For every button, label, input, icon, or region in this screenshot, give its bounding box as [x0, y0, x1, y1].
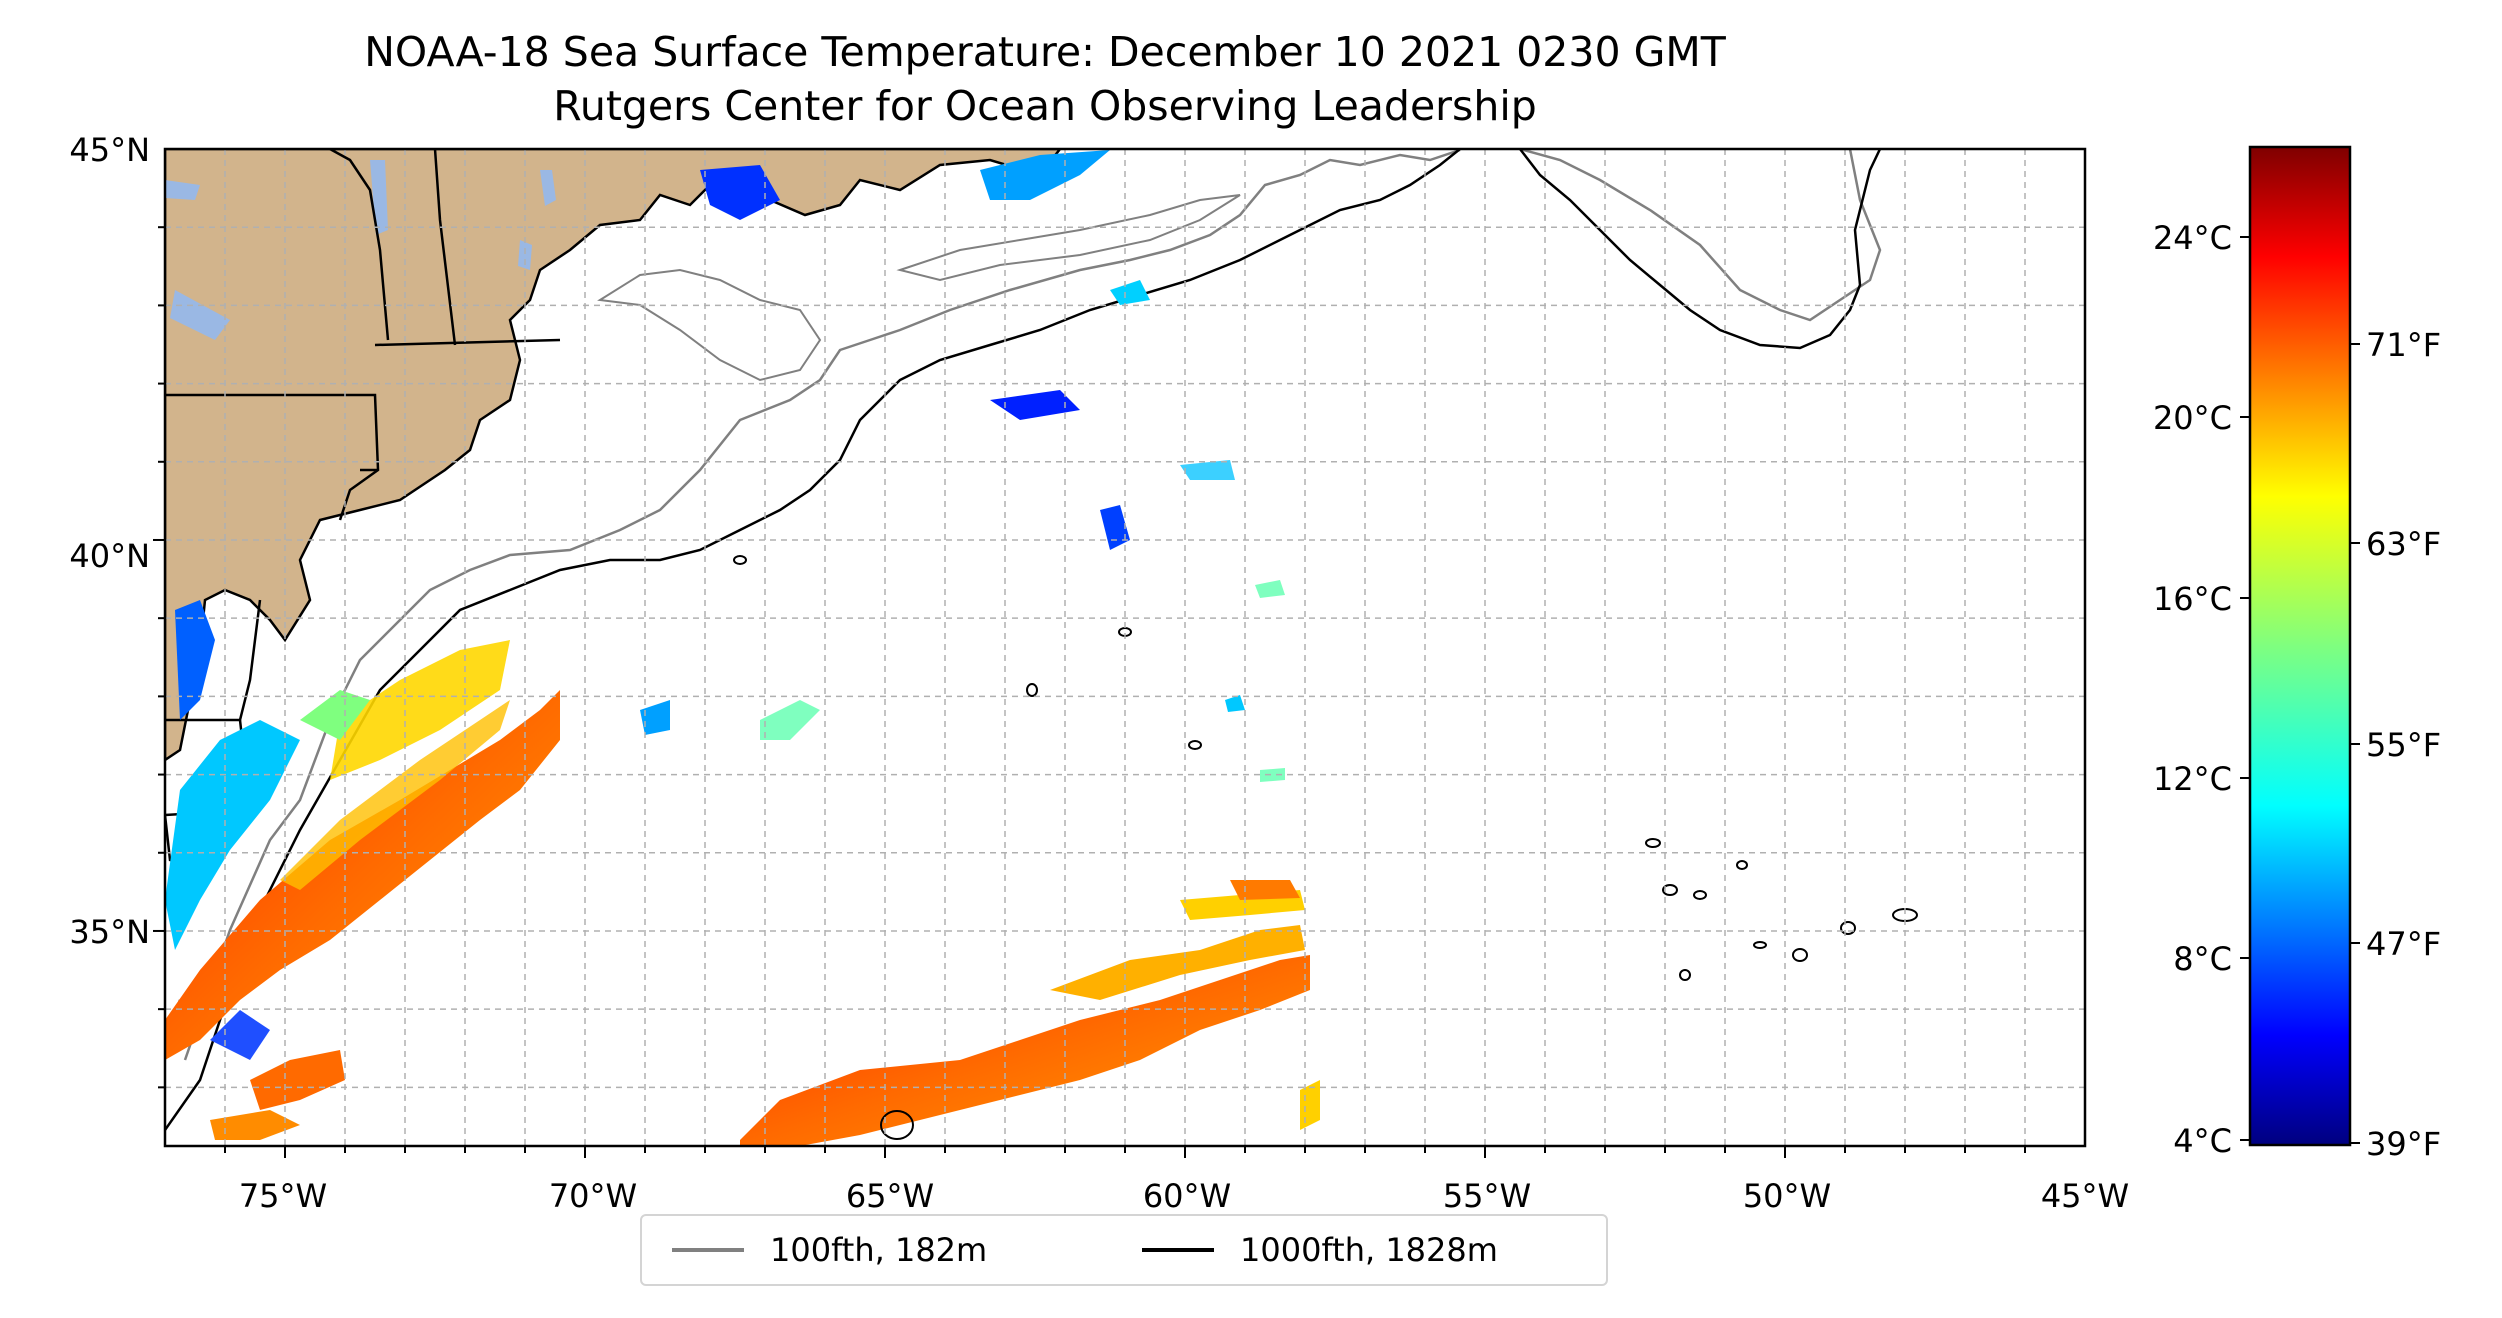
lat-label: 40°N — [69, 537, 150, 575]
celsius-label: 12°C — [2153, 760, 2232, 798]
fahrenheit-label: 39°F — [2366, 1125, 2441, 1163]
celsius-label: 24°C — [2153, 219, 2232, 257]
legend-label: 1000fth, 1828m — [1240, 1231, 1498, 1269]
lon-label: 45°W — [2041, 1177, 2129, 1215]
chart-subtitle: Rutgers Center for Ocean Observing Leade… — [553, 82, 1537, 130]
fahrenheit-label: 55°F — [2366, 726, 2441, 764]
colorbar-ticks — [2240, 236, 2360, 1144]
longitude-labels: 75°W 70°W 65°W 60°W 55°W 50°W 45°W — [239, 1177, 2129, 1215]
lon-label: 75°W — [239, 1177, 327, 1215]
legend-item-1000fth: 1000fth, 1828m — [1142, 1216, 1498, 1284]
lon-label: 60°W — [1143, 1177, 1231, 1215]
latitude-labels: 45°N 40°N 35°N — [69, 131, 150, 951]
lakes — [165, 160, 556, 340]
legend-line-1000fth — [1142, 1248, 1214, 1252]
graticule — [165, 149, 2085, 1146]
celsius-label: 16°C — [2153, 580, 2232, 618]
isobath-gulf-of-maine — [597, 268, 822, 382]
lat-label: 45°N — [69, 131, 150, 169]
sst-warm-patches — [165, 150, 1320, 1146]
celsius-label: 8°C — [2173, 940, 2232, 978]
chart-title: NOAA-18 Sea Surface Temperature: Decembe… — [364, 28, 1726, 76]
celsius-label: 4°C — [2173, 1122, 2232, 1160]
lon-label: 70°W — [549, 1177, 637, 1215]
legend-label: 100fth, 182m — [770, 1231, 988, 1269]
celsius-label: 20°C — [2153, 399, 2232, 437]
axis-ticks — [153, 226, 2026, 1158]
colorbar-celsius-labels: 24°C 20°C 16°C 12°C 8°C 4°C — [2153, 219, 2232, 1160]
colorbar — [2248, 145, 2352, 1147]
lon-label: 65°W — [846, 1177, 934, 1215]
isobath-100fth — [183, 149, 1882, 1061]
fahrenheit-label: 63°F — [2366, 525, 2441, 563]
lon-label: 50°W — [1743, 1177, 1831, 1215]
legend: 100fth, 182m 1000fth, 1828m — [640, 1214, 1608, 1286]
lat-label: 35°N — [69, 913, 150, 951]
fahrenheit-label: 47°F — [2366, 925, 2441, 963]
colorbar-fahrenheit-labels: 71°F 63°F 55°F 47°F 39°F — [2366, 326, 2441, 1163]
lon-label: 55°W — [1443, 1177, 1531, 1215]
legend-item-100fth: 100fth, 182m — [672, 1216, 987, 1284]
legend-line-100fth — [672, 1248, 744, 1252]
isobath-georges — [896, 194, 1241, 282]
fahrenheit-label: 71°F — [2366, 326, 2441, 364]
